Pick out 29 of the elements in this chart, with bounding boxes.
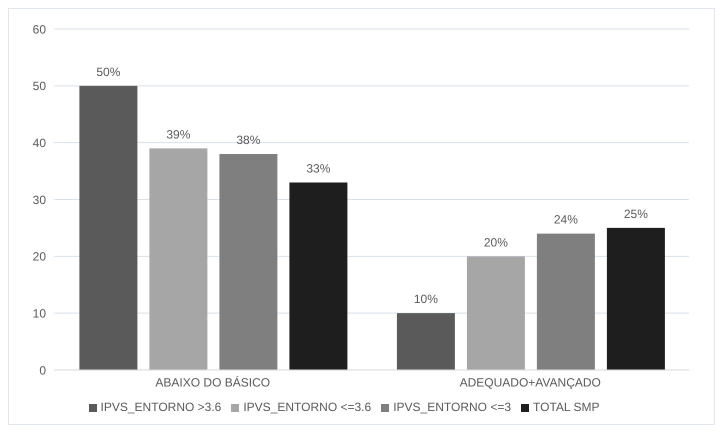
x-tick-label: ADEQUADO+AVANÇADO xyxy=(460,376,601,390)
legend-label: IPVS_ENTORNO <=3 xyxy=(393,400,512,414)
bar xyxy=(149,148,208,370)
data-label: 25% xyxy=(624,206,648,221)
data-label: 10% xyxy=(414,292,438,306)
bar xyxy=(536,234,595,370)
data-label: 38% xyxy=(236,133,261,148)
bar xyxy=(396,313,455,370)
x-tick-label: ABAIXO DO BÁSICO xyxy=(155,376,270,390)
data-label: 33% xyxy=(306,161,331,176)
y-tick-label: 20 xyxy=(32,250,46,264)
bar xyxy=(79,86,138,370)
bar xyxy=(606,228,665,370)
y-tick-label: 60 xyxy=(32,22,46,36)
y-tick-label: 10 xyxy=(32,306,46,320)
legend-label: IPVS_ENTORNO <=3.6 xyxy=(243,400,372,414)
legend-label: TOTAL SMP xyxy=(533,400,600,414)
data-label: 24% xyxy=(554,212,578,227)
bar xyxy=(466,256,525,370)
y-tick-label: 30 xyxy=(32,192,46,207)
data-label: 20% xyxy=(484,235,508,250)
y-tick-label: 0 xyxy=(39,363,46,378)
bar xyxy=(289,182,348,370)
data-label: 39% xyxy=(166,127,191,142)
data-label: 50% xyxy=(96,64,121,79)
legend-label: IPVS_ENTORNO >3.6 xyxy=(100,400,222,414)
bar xyxy=(219,154,278,370)
y-tick-label: 50 xyxy=(32,79,46,94)
y-tick-label: 40 xyxy=(32,136,46,150)
